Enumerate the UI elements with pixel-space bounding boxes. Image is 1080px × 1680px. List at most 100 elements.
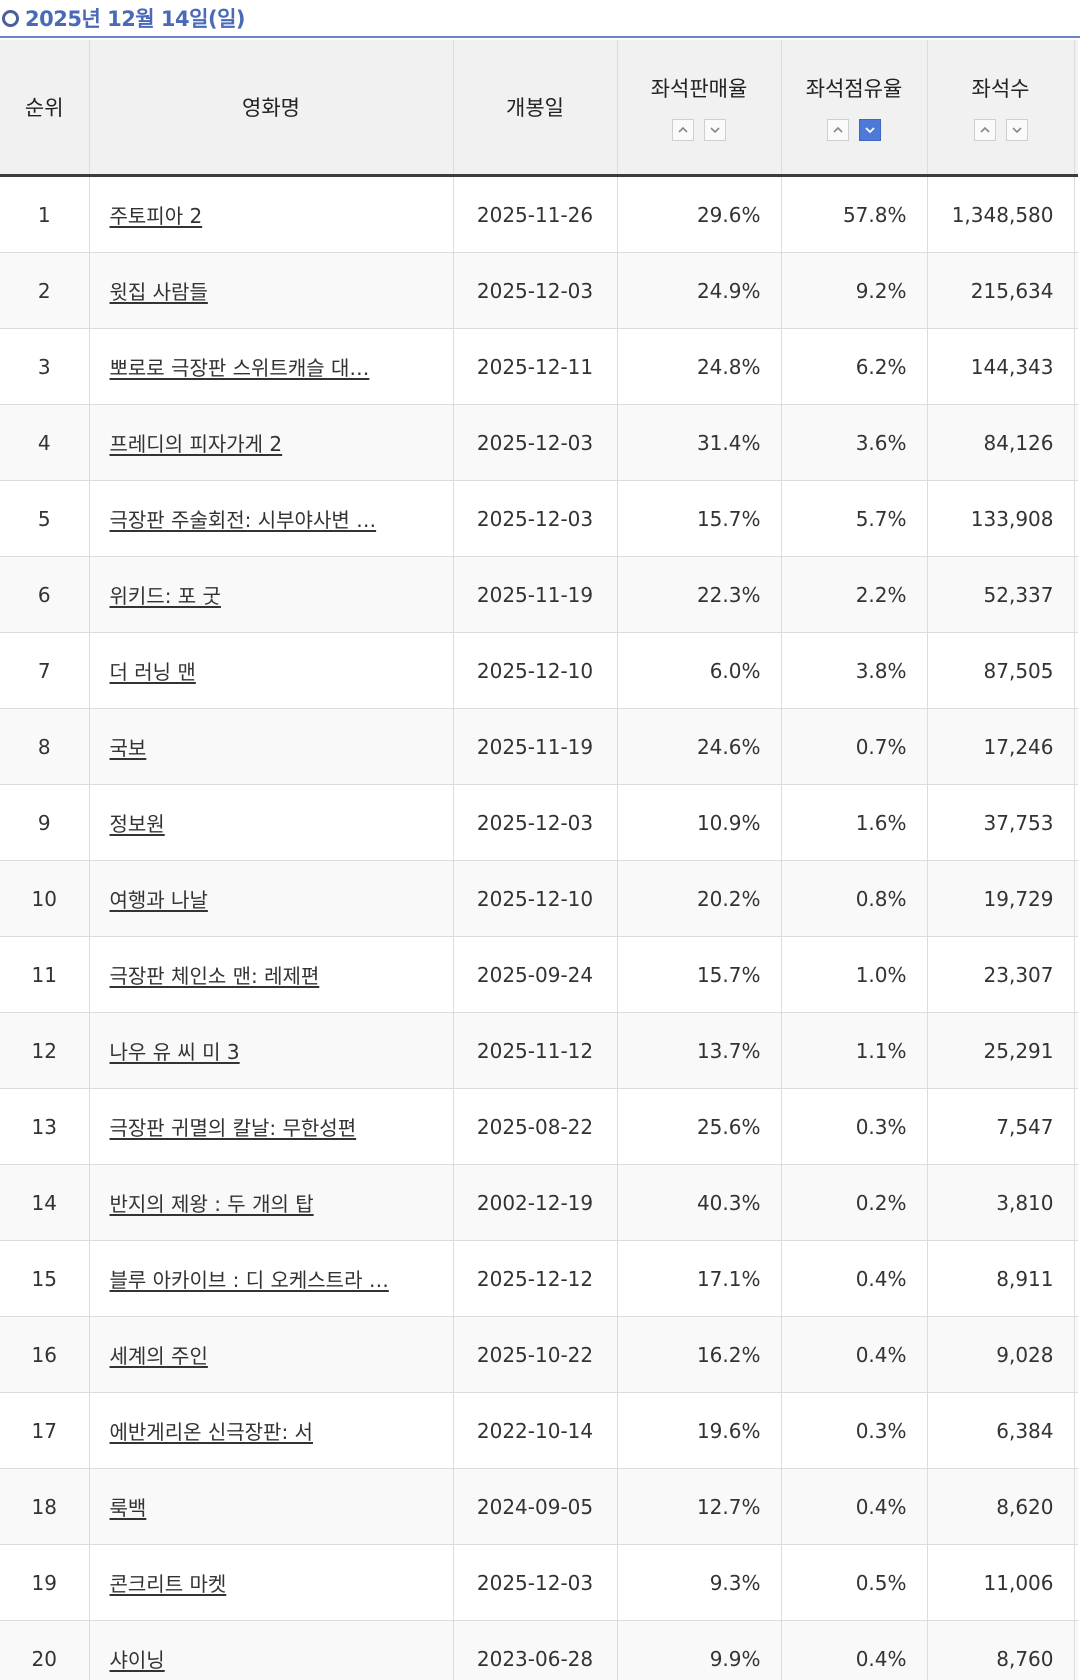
seat-count-cell: 6,384 [927, 1392, 1075, 1469]
seat-share-cell: 0.3% [781, 1088, 928, 1165]
table-row: 16 세계의 주인 2025-10-22 16.2% 0.4% 9,028 [0, 1316, 1078, 1393]
release-date-cell: 2025-12-10 [453, 632, 618, 709]
table-body: 1 주토피아 2 2025-11-26 29.6% 57.8% 1,348,580 2 윗집 … [0, 175, 1078, 1680]
seat-share-cell: 57.8% [781, 175, 928, 253]
release-date-cell: 2025-12-03 [453, 480, 618, 557]
movie-title-link[interactable]: 나우 유 씨 미 3 [109, 1040, 240, 1064]
movie-title-link[interactable]: 극장판 체인소 맨: 레제편 [109, 964, 320, 988]
extra-cell [1074, 936, 1078, 1013]
chevron-down-icon [1011, 127, 1022, 134]
chevron-up-icon [678, 126, 688, 133]
seat-count-cell: 8,620 [927, 1468, 1075, 1545]
table-row: 4 프레디의 피자가게 2 2025-12-03 31.4% 3.6% 84,126 [0, 404, 1078, 481]
movie-title-link[interactable]: 세계의 주인 [109, 1344, 208, 1368]
release-date-cell: 2025-12-10 [453, 860, 618, 937]
movie-title-link[interactable]: 주토피아 2 [109, 204, 203, 228]
extra-cell [1074, 1392, 1078, 1469]
release-date-cell: 2025-09-24 [453, 936, 618, 1013]
movie-title-link[interactable]: 극장판 주술회전: 시부야사변 … [109, 508, 377, 532]
table-row: 19 콘크리트 마켓 2025-12-03 9.3% 0.5% 11,006 [0, 1544, 1078, 1621]
sort-desc-seats-button[interactable] [1005, 119, 1028, 141]
seat-sales-rate-cell: 31.4% [617, 404, 782, 481]
movie-title-link[interactable]: 윗집 사람들 [109, 280, 208, 304]
seat-share-cell: 9.2% [781, 252, 928, 329]
movie-title-link[interactable]: 반지의 제왕 : 두 개의 탑 [109, 1192, 314, 1216]
sort-desc-share-button[interactable] [859, 119, 881, 141]
extra-cell [1074, 404, 1078, 481]
seat-sales-rate-cell: 16.2% [617, 1316, 782, 1393]
movie-title-link[interactable]: 국보 [109, 736, 147, 760]
rank-cell: 15 [0, 1240, 90, 1317]
release-date-cell: 2025-11-26 [453, 175, 618, 253]
release-date-cell: 2025-12-11 [453, 328, 618, 405]
table-row: 17 에반게리온 신극장판: 서 2022-10-14 19.6% 0.3% 6,384 [0, 1392, 1078, 1469]
title-cell: 윗집 사람들 [89, 252, 454, 329]
column-header-extra [1074, 40, 1078, 177]
sort-asc-share-button[interactable] [827, 119, 849, 141]
movie-title-link[interactable]: 위키드: 포 굿 [109, 584, 221, 608]
table-row: 18 룩백 2024-09-05 12.7% 0.4% 8,620 [0, 1468, 1078, 1545]
seat-count-cell: 9,028 [927, 1316, 1075, 1393]
seat-count-cell: 8,760 [927, 1620, 1075, 1680]
date-label: 2025년 12월 14일(일) [25, 7, 246, 31]
table-row: 20 샤이닝 2023-06-28 9.9% 0.4% 8,760 [0, 1620, 1078, 1680]
extra-cell [1074, 1620, 1078, 1680]
seat-share-cell: 2.2% [781, 556, 928, 633]
movie-title-link[interactable]: 정보원 [109, 812, 165, 836]
rank-cell: 10 [0, 860, 90, 937]
movie-title-link[interactable]: 극장판 귀멸의 칼날: 무한성편 [109, 1116, 357, 1140]
seat-sales-rate-cell: 6.0% [617, 632, 782, 709]
rank-cell: 9 [0, 784, 90, 861]
extra-cell [1074, 252, 1078, 329]
movie-title-link[interactable]: 여행과 나날 [109, 888, 208, 912]
movie-title-link[interactable]: 더 러닝 맨 [109, 660, 196, 684]
seat-share-cell: 0.4% [781, 1620, 928, 1680]
movie-title-link[interactable]: 샤이닝 [109, 1648, 165, 1672]
rank-cell: 17 [0, 1392, 90, 1469]
seat-count-cell: 23,307 [927, 936, 1075, 1013]
movie-title-link[interactable]: 룩백 [109, 1496, 147, 1520]
rank-cell: 5 [0, 480, 90, 557]
title-cell: 샤이닝 [89, 1620, 454, 1680]
table-header: 순위 영화명 개봉일 좌석판매율 좌석점유율 [0, 40, 1078, 177]
chevron-up-icon [979, 126, 990, 133]
extra-cell [1074, 328, 1078, 405]
seat-share-cell: 1.6% [781, 784, 928, 861]
release-date-cell: 2025-11-19 [453, 556, 618, 633]
sort-desc-sales-button[interactable] [704, 119, 726, 141]
movie-title-link[interactable]: 에반게리온 신극장판: 서 [109, 1420, 313, 1444]
rank-cell: 14 [0, 1164, 90, 1241]
title-cell: 뽀로로 극장판 스위트캐슬 대… [89, 328, 454, 405]
table-row: 14 반지의 제왕 : 두 개의 탑 2002-12-19 40.3% 0.2% 3,81… [0, 1164, 1078, 1241]
seat-count-cell: 8,911 [927, 1240, 1075, 1317]
table-row: 9 정보원 2025-12-03 10.9% 1.6% 37,753 [0, 784, 1078, 861]
movie-title-link[interactable]: 콘크리트 마켓 [109, 1572, 227, 1596]
seat-sales-rate-cell: 24.8% [617, 328, 782, 405]
rank-cell: 6 [0, 556, 90, 633]
seat-count-cell: 87,505 [927, 632, 1075, 709]
sort-asc-sales-button[interactable] [672, 119, 694, 141]
movie-title-link[interactable]: 블루 아카이브 : 디 오케스트라 … [109, 1268, 389, 1292]
seat-share-cell: 3.6% [781, 404, 928, 481]
seat-sales-rate-cell: 15.7% [617, 480, 782, 557]
movie-title-link[interactable]: 프레디의 피자가게 2 [109, 432, 283, 456]
title-cell: 프레디의 피자가게 2 [89, 404, 454, 481]
seat-share-cell: 0.7% [781, 708, 928, 785]
extra-cell [1074, 1240, 1078, 1317]
table-row: 6 위키드: 포 굿 2025-11-19 22.3% 2.2% 52,337 [0, 556, 1078, 633]
seat-count-cell: 215,634 [927, 252, 1075, 329]
movie-title-link[interactable]: 뽀로로 극장판 스위트캐슬 대… [109, 356, 370, 380]
seat-sales-rate-cell: 13.7% [617, 1012, 782, 1089]
seat-share-cell: 0.5% [781, 1544, 928, 1621]
release-date-cell: 2025-12-03 [453, 784, 618, 861]
sort-asc-seats-button[interactable] [973, 119, 996, 141]
extra-cell [1074, 1316, 1078, 1393]
seat-count-cell: 1,348,580 [927, 175, 1075, 253]
extra-cell [1074, 708, 1078, 785]
seat-count-cell: 37,753 [927, 784, 1075, 861]
seat-sales-rate-cell: 29.6% [617, 175, 782, 253]
rank-cell: 3 [0, 328, 90, 405]
seat-sales-rate-cell: 12.7% [617, 1468, 782, 1545]
chevron-down-icon [865, 127, 875, 134]
